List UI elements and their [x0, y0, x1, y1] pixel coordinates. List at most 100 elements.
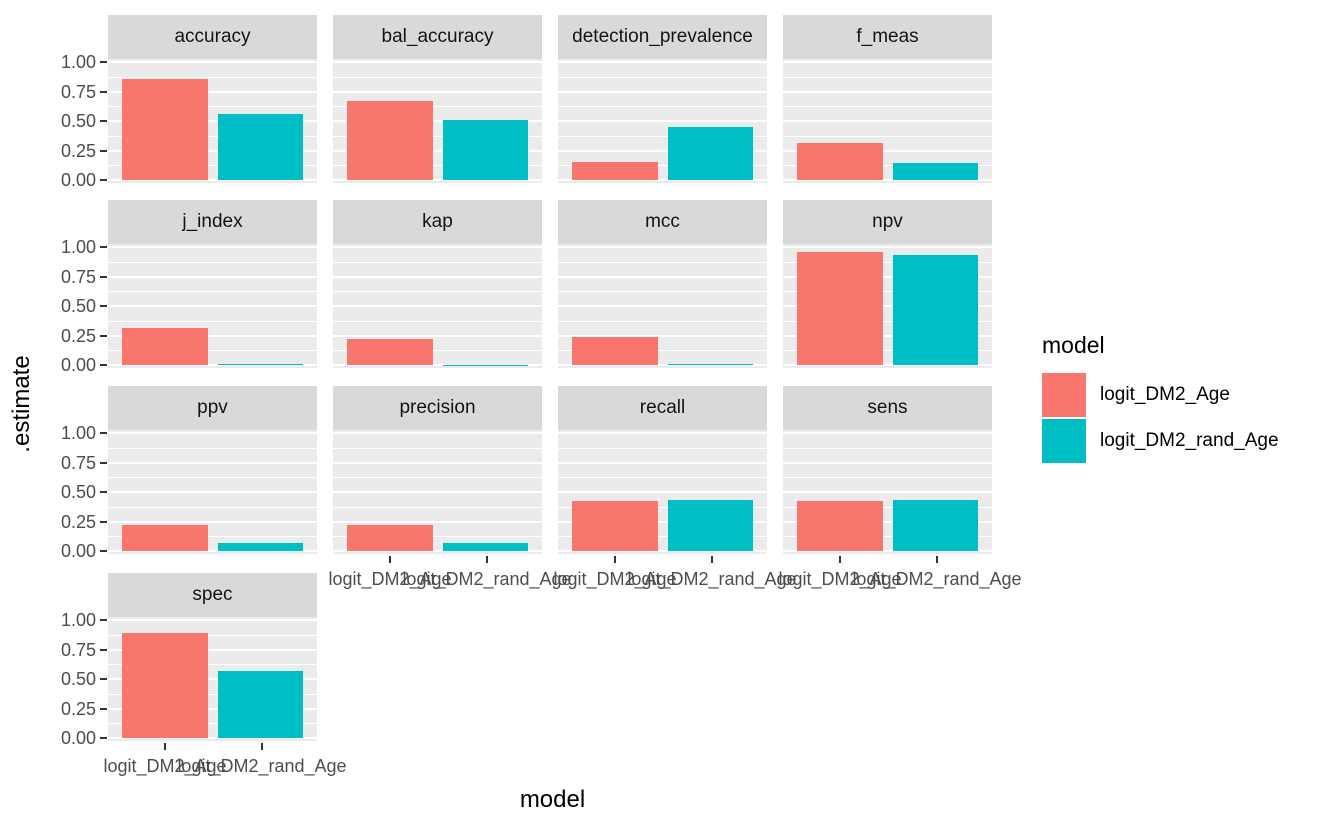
gridline-major	[783, 149, 992, 152]
gridline-major	[333, 550, 542, 552]
facet-strip-label: spec	[192, 584, 233, 605]
gridline-major	[333, 491, 542, 493]
gridline-major	[108, 619, 317, 621]
facet-strip-f_meas: f_meas	[783, 15, 992, 59]
facet-strip-spec: spec	[108, 573, 317, 617]
y-tick-mark	[100, 90, 107, 93]
facet-panel-kap	[333, 244, 542, 368]
y-tick-label: 0.00	[60, 170, 96, 190]
legend-swatch-icon	[1042, 373, 1086, 417]
facet-strip-ppv: ppv	[108, 386, 317, 430]
gridline-minor	[108, 447, 317, 449]
gridline-minor	[558, 106, 767, 108]
y-tick-label: 0.50	[60, 296, 96, 316]
y-tick-label: 0.75	[60, 452, 96, 473]
x-tick-mark	[261, 743, 263, 750]
facet-panel-accuracy	[108, 59, 317, 183]
gridline-minor	[108, 536, 317, 538]
gridline-major	[108, 678, 317, 680]
facet-strip-label: bal_accuracy	[381, 26, 494, 47]
gridline-minor	[333, 506, 542, 508]
gridline-minor	[558, 477, 767, 479]
y-tick-label: 0.00	[60, 541, 96, 561]
gridline-major	[558, 120, 767, 122]
y-tick-mark	[100, 461, 107, 464]
bar-logit_DM2_rand_Age	[443, 119, 528, 180]
legend: model logit_DM2_Age logit_DM2_rand_Age	[1042, 332, 1279, 465]
gridline-major	[108, 61, 317, 63]
y-tick-mark	[100, 707, 107, 710]
bar-logit_DM2_rand_Age	[668, 126, 753, 180]
gridline-minor	[558, 135, 767, 137]
bar-logit_DM2_rand_Age	[668, 500, 753, 551]
y-tick-mark	[100, 550, 107, 552]
gridline-minor	[783, 76, 992, 78]
gridline-minor	[783, 506, 992, 508]
y-tick-mark	[100, 305, 107, 307]
gridline-minor	[333, 291, 542, 293]
bar-logit_DM2_rand_Age	[893, 163, 978, 180]
gridline-major	[108, 275, 317, 278]
bar-logit_DM2_rand_Age	[668, 364, 753, 365]
x-tick-mark	[486, 556, 488, 563]
gridline-major	[558, 246, 767, 248]
bar-logit_DM2_Age	[122, 78, 208, 180]
facet-strip-label: kap	[422, 211, 453, 232]
bar-logit_DM2_Age	[797, 143, 883, 180]
facet-strip-label: ppv	[197, 397, 228, 418]
gridline-major	[558, 61, 767, 63]
y-tick-mark	[100, 648, 107, 651]
facet-strip-mcc: mcc	[558, 200, 767, 244]
facet-strip-label: mcc	[645, 211, 680, 232]
y-tick-label: 0.50	[60, 669, 96, 689]
y-tick-mark	[100, 364, 107, 366]
gridline-major	[783, 364, 992, 366]
gridline-minor	[333, 447, 542, 449]
gridline-major	[558, 461, 767, 464]
gridline-minor	[108, 723, 317, 725]
y-tick-mark	[100, 491, 107, 493]
gridline-minor	[783, 291, 992, 293]
facet-strip-kap: kap	[333, 200, 542, 244]
x-tick-label: logit_DM2_Age	[553, 569, 677, 589]
gridline-major	[108, 550, 317, 552]
gridline-minor	[108, 634, 317, 636]
bar-logit_DM2_Age	[122, 632, 208, 738]
gridline-major	[783, 90, 992, 93]
bar-logit_DM2_Age	[122, 525, 208, 551]
gridline-minor	[108, 291, 317, 293]
y-tick-mark	[100, 334, 107, 337]
x-tick-mark	[936, 556, 938, 563]
gridline-minor	[333, 106, 542, 108]
y-tick-label: 0.25	[60, 698, 96, 719]
legend-item-label: logit_DM2_Age	[1100, 384, 1230, 405]
gridline-major	[558, 275, 767, 278]
gridline-major	[333, 520, 542, 523]
gridline-minor	[333, 536, 542, 538]
facet-strip-recall: recall	[558, 386, 767, 430]
bar-logit_DM2_rand_Age	[443, 542, 528, 551]
gridline-major	[333, 364, 542, 366]
facet-strip-precision: precision	[333, 386, 542, 430]
y-tick-mark	[100, 520, 107, 523]
y-tick-label: 1.00	[60, 423, 96, 443]
facet-panel-ppv	[108, 430, 317, 554]
gridline-major	[558, 90, 767, 93]
gridline-major	[558, 520, 767, 523]
facet-strip-label: detection_prevalence	[572, 26, 753, 47]
facet-panel-sens	[783, 430, 992, 554]
legend-item-logit_DM2_Age: logit_DM2_Age	[1042, 373, 1279, 417]
gridline-minor	[108, 76, 317, 78]
bar-logit_DM2_Age	[572, 336, 658, 365]
gridline-major	[558, 491, 767, 493]
y-tick-label: 0.75	[60, 639, 96, 660]
gridline-minor	[558, 76, 767, 78]
facet-strip-label: precision	[399, 397, 476, 418]
facet-panel-detection_prevalence	[558, 59, 767, 183]
gridline-minor	[783, 135, 992, 137]
gridline-major	[108, 305, 317, 307]
gridline-major	[108, 432, 317, 434]
gridline-minor	[108, 664, 317, 666]
gridline-minor	[783, 350, 992, 352]
gridline-major	[558, 432, 767, 434]
